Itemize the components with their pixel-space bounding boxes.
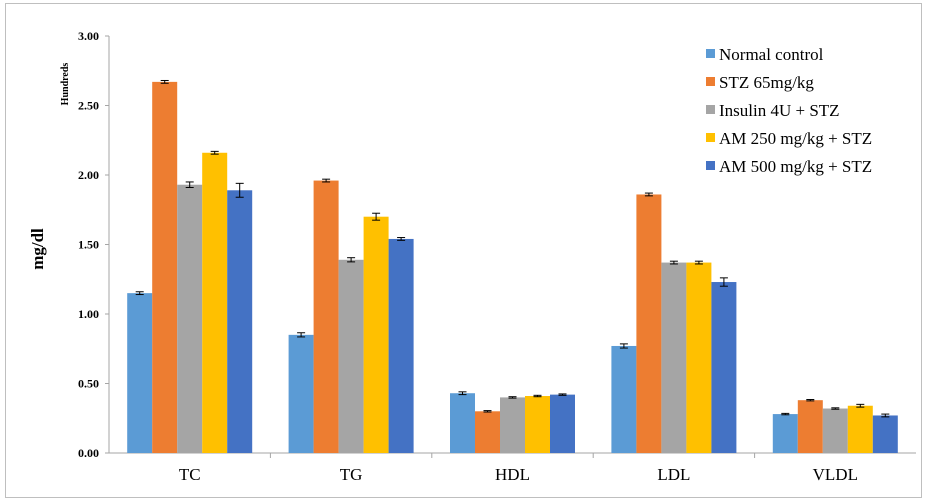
legend-swatch — [706, 77, 715, 86]
y-tick-label: 3.00 — [78, 29, 99, 43]
bar — [202, 152, 228, 453]
bar — [797, 400, 823, 453]
y-tick-label: 1.50 — [78, 238, 99, 252]
bar — [288, 334, 314, 453]
bar — [363, 216, 389, 453]
bar — [872, 415, 898, 453]
legend-swatch — [706, 105, 715, 114]
error-bars — [135, 79, 890, 418]
y-axis-title: mg/dl — [28, 228, 47, 270]
legend-label: AM 250 mg/kg + STZ — [719, 129, 872, 148]
legend-swatch — [706, 49, 715, 58]
legend-swatch — [706, 133, 715, 142]
bar — [636, 194, 662, 453]
bar — [847, 405, 873, 453]
legend-swatch — [706, 161, 715, 170]
bar — [686, 262, 712, 453]
x-tick-label: TC — [179, 465, 201, 484]
bar — [611, 345, 637, 453]
y-tick-label: 2.00 — [78, 168, 99, 182]
bar-series — [127, 81, 898, 454]
x-tick-label: TG — [340, 465, 363, 484]
bar — [338, 259, 364, 453]
bar — [127, 293, 153, 453]
bar — [772, 414, 798, 453]
chart-frame: Hundreds mg/dl 0.00 0.50 1.00 1.50 2.00 2.50 3… — [5, 3, 922, 498]
y-tick-label: 1.00 — [78, 307, 99, 321]
legend: Normal control STZ 65mg/kg Insulin 4U + ST… — [706, 45, 872, 176]
legend-label: Insulin 4U + STZ — [719, 101, 840, 120]
bar — [500, 397, 525, 453]
bar — [525, 396, 550, 453]
y-tick-labels: 0.00 0.50 1.00 1.50 2.00 2.50 3.00 — [78, 29, 109, 460]
legend-label: STZ 65mg/kg — [719, 73, 814, 92]
units-label: Hundreds — [60, 63, 71, 106]
bar — [227, 190, 253, 454]
bar — [388, 238, 414, 453]
bar — [550, 394, 575, 453]
y-tick-label: 2.50 — [78, 99, 99, 113]
bar — [177, 184, 203, 454]
bar — [822, 408, 848, 453]
bar-chart: Hundreds mg/dl 0.00 0.50 1.00 1.50 2.00 2.50 3… — [28, 29, 916, 484]
x-tick-label: HDL — [495, 465, 530, 484]
x-tick-label: VLDL — [813, 465, 858, 484]
bar — [152, 81, 178, 454]
legend-label: AM 500 mg/kg + STZ — [719, 157, 872, 176]
y-tick-label: 0.50 — [78, 377, 99, 391]
bar — [475, 411, 500, 453]
bar — [313, 180, 339, 453]
bar — [450, 393, 475, 453]
x-tick-labels: TC TG HDL LDL VLDL — [179, 453, 858, 484]
bar — [711, 282, 737, 453]
legend-label: Normal control — [719, 45, 824, 64]
x-tick-label: LDL — [657, 465, 690, 484]
y-tick-label: 0.00 — [78, 446, 99, 460]
bar — [661, 262, 687, 453]
